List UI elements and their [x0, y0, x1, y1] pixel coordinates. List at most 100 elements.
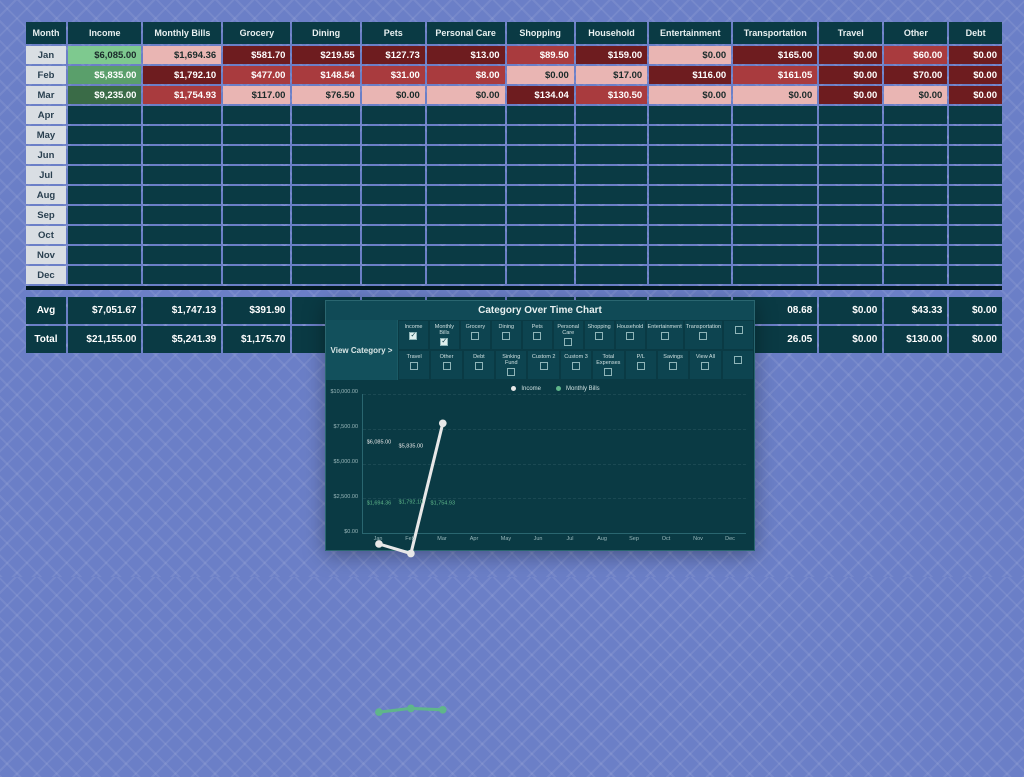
data-cell[interactable] [292, 186, 359, 204]
data-cell[interactable] [143, 186, 221, 204]
category-toggle[interactable]: Transportation [684, 320, 723, 350]
data-cell[interactable] [733, 126, 817, 144]
category-toggle[interactable]: View All [689, 350, 721, 380]
data-cell[interactable] [362, 226, 425, 244]
category-toggle[interactable]: Shopping [584, 320, 615, 350]
data-cell[interactable]: $0.00 [649, 46, 731, 64]
data-cell[interactable] [507, 206, 574, 224]
category-toggle[interactable]: Monthly Bills [429, 320, 460, 350]
month-cell[interactable]: Mar [26, 86, 66, 104]
data-cell[interactable] [427, 106, 505, 124]
data-cell[interactable] [884, 186, 947, 204]
data-cell[interactable]: $0.00 [819, 46, 882, 64]
data-cell[interactable]: $165.00 [733, 46, 817, 64]
month-cell[interactable]: Apr [26, 106, 66, 124]
data-cell[interactable] [68, 206, 142, 224]
data-cell[interactable] [649, 146, 731, 164]
data-cell[interactable] [362, 186, 425, 204]
data-cell[interactable] [819, 206, 882, 224]
col-header[interactable]: Entertainment [649, 22, 731, 44]
data-cell[interactable] [733, 206, 817, 224]
data-cell[interactable] [68, 126, 142, 144]
data-cell[interactable] [576, 226, 647, 244]
data-cell[interactable] [819, 106, 882, 124]
category-toggle[interactable]: Personal Care [553, 320, 584, 350]
data-cell[interactable] [143, 206, 221, 224]
data-cell[interactable] [576, 246, 647, 264]
data-cell[interactable] [362, 206, 425, 224]
category-toggle[interactable]: Dining [491, 320, 522, 350]
data-cell[interactable] [733, 146, 817, 164]
category-toggle[interactable]: Entertainment [646, 320, 684, 350]
data-cell[interactable] [649, 126, 731, 144]
data-cell[interactable] [143, 106, 221, 124]
data-cell[interactable] [949, 246, 1002, 264]
data-cell[interactable] [576, 266, 647, 284]
data-cell[interactable] [649, 106, 731, 124]
data-cell[interactable]: $8.00 [427, 66, 505, 84]
data-cell[interactable] [427, 146, 505, 164]
data-cell[interactable]: $6,085.00 [68, 46, 142, 64]
data-cell[interactable]: $0.00 [362, 86, 425, 104]
data-cell[interactable] [223, 266, 290, 284]
col-header[interactable]: Monthly Bills [143, 22, 221, 44]
data-cell[interactable] [292, 246, 359, 264]
data-cell[interactable] [143, 166, 221, 184]
data-cell[interactable] [292, 126, 359, 144]
data-cell[interactable] [292, 146, 359, 164]
category-toggle[interactable] [723, 320, 754, 350]
data-cell[interactable] [507, 126, 574, 144]
data-cell[interactable] [819, 246, 882, 264]
data-cell[interactable] [819, 146, 882, 164]
data-cell[interactable] [949, 146, 1002, 164]
data-cell[interactable] [733, 166, 817, 184]
data-cell[interactable]: $0.00 [427, 86, 505, 104]
data-cell[interactable] [292, 166, 359, 184]
data-cell[interactable]: $70.00 [884, 66, 947, 84]
data-cell[interactable] [649, 206, 731, 224]
data-cell[interactable] [427, 186, 505, 204]
data-cell[interactable] [427, 266, 505, 284]
category-toggle[interactable]: P/L [625, 350, 657, 380]
data-cell[interactable] [819, 126, 882, 144]
col-header[interactable]: Shopping [507, 22, 574, 44]
data-cell[interactable] [949, 206, 1002, 224]
data-cell[interactable] [427, 246, 505, 264]
data-cell[interactable] [507, 226, 574, 244]
data-cell[interactable]: $148.54 [292, 66, 359, 84]
data-cell[interactable] [362, 126, 425, 144]
data-cell[interactable] [819, 186, 882, 204]
data-cell[interactable] [949, 186, 1002, 204]
data-cell[interactable] [68, 146, 142, 164]
data-cell[interactable] [143, 226, 221, 244]
data-cell[interactable] [649, 186, 731, 204]
category-toggle[interactable]: Debt [463, 350, 495, 380]
category-toggle[interactable]: Income [398, 320, 429, 350]
data-cell[interactable] [819, 266, 882, 284]
data-cell[interactable]: $13.00 [427, 46, 505, 64]
data-cell[interactable] [143, 266, 221, 284]
col-header[interactable]: Debt [949, 22, 1002, 44]
data-cell[interactable] [576, 126, 647, 144]
data-cell[interactable]: $127.73 [362, 46, 425, 64]
month-cell[interactable]: Oct [26, 226, 66, 244]
data-cell[interactable] [143, 126, 221, 144]
data-cell[interactable] [68, 266, 142, 284]
data-cell[interactable] [733, 246, 817, 264]
data-cell[interactable] [68, 166, 142, 184]
data-cell[interactable] [143, 246, 221, 264]
data-cell[interactable] [576, 146, 647, 164]
data-cell[interactable] [427, 226, 505, 244]
month-cell[interactable]: May [26, 126, 66, 144]
category-toggle[interactable]: Household [615, 320, 646, 350]
data-cell[interactable] [427, 126, 505, 144]
data-cell[interactable] [68, 246, 142, 264]
month-cell[interactable]: Jun [26, 146, 66, 164]
col-header[interactable]: Transportation [733, 22, 817, 44]
data-cell[interactable] [68, 186, 142, 204]
col-header[interactable]: Other [884, 22, 947, 44]
category-toggle[interactable]: Pets [522, 320, 553, 350]
month-cell[interactable]: Jan [26, 46, 66, 64]
data-cell[interactable] [68, 106, 142, 124]
data-cell[interactable] [292, 226, 359, 244]
